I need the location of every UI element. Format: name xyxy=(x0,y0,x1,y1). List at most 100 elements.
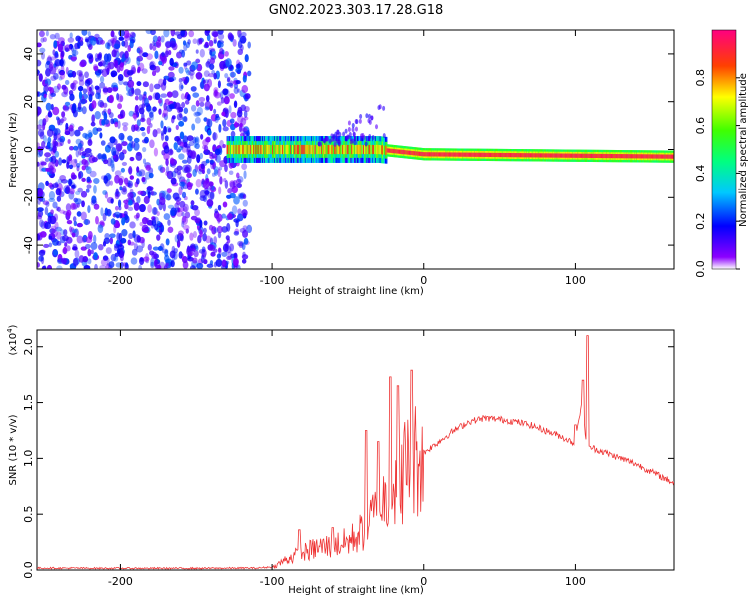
heatmap-cell xyxy=(169,40,177,48)
heatmap-cell xyxy=(99,39,105,45)
heatmap-cell xyxy=(356,144,359,155)
heatmap-cell xyxy=(184,164,191,173)
heatmap-cell xyxy=(226,194,232,199)
heatmap-cell xyxy=(308,144,311,155)
heatmap-cell xyxy=(271,144,273,155)
heatmap-cell xyxy=(463,152,465,157)
heatmap-cell xyxy=(68,178,73,187)
heatmap-cell xyxy=(490,152,493,158)
heatmap-cell xyxy=(561,153,564,158)
heatmap-cell xyxy=(237,176,244,184)
heatmap-cell xyxy=(229,181,236,190)
heatmap-cell xyxy=(223,96,230,105)
heatmap-cell xyxy=(90,242,98,250)
heatmap-cell xyxy=(69,32,73,39)
heatmap-cell xyxy=(371,144,373,155)
heatmap-cell xyxy=(209,159,215,164)
heatmap-cell xyxy=(230,130,236,138)
heatmap-cell xyxy=(53,40,58,49)
heatmap-cell xyxy=(93,234,97,244)
heatmap-cell xyxy=(662,154,665,159)
heatmap-cell xyxy=(68,127,75,137)
heatmap-cell xyxy=(587,153,590,158)
heatmap-cell xyxy=(169,57,174,67)
heatmap-cell xyxy=(176,210,183,217)
y-multiplier-prefix: (x10 xyxy=(8,333,19,356)
heatmap-cell xyxy=(239,144,241,155)
heatmap-cell xyxy=(456,152,459,157)
heatmap-cell xyxy=(119,95,124,102)
heatmap-cell xyxy=(380,145,382,155)
heatmap-cell xyxy=(275,144,278,155)
heatmap-cell xyxy=(209,49,213,56)
heatmap-cell xyxy=(146,53,153,60)
heatmap-cell xyxy=(54,226,62,232)
y-multiplier-exponent: 4 xyxy=(6,328,14,333)
heatmap-cell xyxy=(245,144,248,155)
heatmap-cell xyxy=(102,240,107,247)
heatmap-cell xyxy=(76,222,83,228)
heatmap-cell xyxy=(664,154,666,159)
heatmap-cell xyxy=(515,153,518,158)
heatmap-cell xyxy=(353,144,356,155)
heatmap-cell xyxy=(615,154,617,159)
bottom-x-tick-label: 0 xyxy=(420,575,427,588)
heatmap-cell xyxy=(115,221,121,229)
heatmap-cell xyxy=(203,83,210,92)
heatmap-cell xyxy=(126,91,133,96)
heatmap-cell xyxy=(290,144,292,155)
heatmap-cell xyxy=(63,229,68,236)
heatmap-cell xyxy=(222,243,229,253)
heatmap-cell xyxy=(462,152,464,157)
heatmap-cell xyxy=(139,126,146,132)
heatmap-cell xyxy=(154,65,161,73)
heatmap-cell xyxy=(655,154,657,159)
heatmap-cell xyxy=(69,187,75,195)
heatmap-cell xyxy=(125,33,132,38)
heatmap-cell xyxy=(360,133,364,139)
heatmap-cell xyxy=(40,37,45,43)
heatmap-cell xyxy=(303,144,306,155)
heatmap-cell xyxy=(120,261,124,269)
heatmap-cell xyxy=(61,159,67,164)
heatmap-cell xyxy=(235,178,242,184)
heatmap-cell xyxy=(206,168,211,175)
heatmap-cell xyxy=(558,153,561,158)
heatmap-cell xyxy=(412,150,414,156)
heatmap-cell xyxy=(151,207,158,216)
heatmap-cell xyxy=(240,31,247,38)
heatmap-cell xyxy=(233,252,238,260)
heatmap-cell xyxy=(505,152,508,158)
heatmap-cell xyxy=(551,153,554,158)
heatmap-cell xyxy=(309,144,311,155)
heatmap-cell xyxy=(202,233,207,242)
heatmap-cell xyxy=(223,88,230,98)
heatmap-cell xyxy=(145,164,151,171)
heatmap-cell xyxy=(475,152,477,157)
heatmap-cell xyxy=(166,91,173,98)
heatmap-cell xyxy=(297,144,300,155)
heatmap-cell xyxy=(390,148,392,153)
heatmap-cell xyxy=(106,208,112,217)
heatmap-cell xyxy=(545,153,548,158)
heatmap-cell xyxy=(181,49,186,58)
heatmap-cell xyxy=(159,164,164,174)
heatmap-cell xyxy=(38,249,46,257)
heatmap-cell xyxy=(117,103,122,110)
heatmap-cell xyxy=(206,263,214,268)
heatmap-cell xyxy=(120,109,126,119)
heatmap-cell xyxy=(77,85,84,92)
heatmap-cell xyxy=(508,152,511,158)
heatmap-cell xyxy=(68,154,73,162)
heatmap-cell xyxy=(241,144,243,155)
heatmap-cell xyxy=(266,144,269,155)
heatmap-cell xyxy=(242,199,248,207)
heatmap-cell xyxy=(37,233,41,241)
heatmap-cell xyxy=(152,45,157,51)
heatmap-cell xyxy=(341,144,343,155)
heatmap-cell xyxy=(344,128,348,134)
heatmap-cell xyxy=(87,129,93,139)
heatmap-cell xyxy=(370,115,374,121)
heatmap-cell xyxy=(365,144,368,155)
heatmap-cell xyxy=(56,240,62,246)
